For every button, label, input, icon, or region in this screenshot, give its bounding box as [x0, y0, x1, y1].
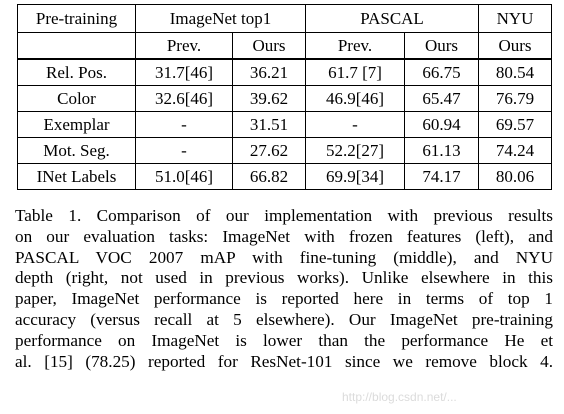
cell-imagenet-prev: 32.6[46] [135, 85, 233, 112]
cell-imagenet-prev: 51.0[46] [135, 163, 233, 190]
caption-line: on our evaluation tasks: ImageNet with f… [15, 226, 553, 246]
caption-line: accuracy (versus recall at 5 elsewhere).… [15, 309, 553, 329]
cell-pascal-prev: 46.9[46] [305, 85, 405, 112]
header-empty-cell [17, 32, 136, 60]
cell-pascal-ours: 66.75 [403, 58, 480, 86]
row-name: Mot. Seg. [17, 137, 136, 164]
caption-line: paper, ImageNet performance is reported … [15, 289, 553, 309]
cell-pascal-ours: 74.17 [403, 163, 480, 190]
row-name: Rel. Pos. [17, 58, 136, 86]
header-pascal-prev: Prev. [305, 32, 405, 60]
cell-imagenet-prev: - [135, 137, 233, 164]
row-name: INet Labels [17, 163, 136, 190]
row-name: Color [17, 85, 136, 112]
table-header-row-1: Pre-training ImageNet top1 PASCAL NYU [17, 4, 553, 33]
cell-nyu-ours: 76.79 [478, 85, 553, 112]
caption-line: Table 1. Comparison of our implementatio… [15, 206, 553, 225]
caption-line: depth (right, not used in previous works… [15, 268, 553, 288]
cell-imagenet-prev: - [135, 111, 233, 138]
table-caption: Table 1. Comparison of our implementatio… [15, 206, 553, 372]
header-imagenet: ImageNet top1 [135, 4, 306, 33]
cell-pascal-ours: 60.94 [403, 111, 480, 138]
table-row: Mot. Seg. - 27.62 52.2[27] 61.13 74.24 [17, 137, 553, 164]
header-nyu-ours: Ours [478, 32, 553, 60]
cell-pascal-prev: - [305, 111, 405, 138]
header-imagenet-ours: Ours [232, 32, 306, 60]
header-pascal-ours: Ours [403, 32, 480, 60]
cell-pascal-ours: 61.13 [403, 137, 480, 164]
row-name: Exemplar [17, 111, 136, 138]
cell-imagenet-ours: 66.82 [232, 163, 306, 190]
table-row: Exemplar - 31.51 - 60.94 69.57 [17, 111, 553, 138]
cell-pascal-prev: 61.7 [7] [305, 58, 405, 86]
caption-line: PASCAL VOC 2007 mAP with fine-tuning (mi… [15, 247, 553, 267]
header-pascal: PASCAL [304, 4, 480, 33]
table-header-row-2: Prev. Ours Prev. Ours Ours [17, 32, 553, 60]
results-table: Pre-training ImageNet top1 PASCAL NYU Pr… [17, 4, 553, 190]
header-imagenet-prev: Prev. [135, 32, 233, 60]
header-nyu: NYU [478, 4, 553, 33]
cell-imagenet-ours: 27.62 [232, 137, 306, 164]
cell-nyu-ours: 80.54 [478, 58, 553, 86]
cell-imagenet-ours: 36.21 [232, 58, 306, 86]
cell-pascal-prev: 52.2[27] [305, 137, 405, 164]
cell-imagenet-ours: 31.51 [232, 111, 306, 138]
cell-pascal-prev: 69.9[34] [305, 163, 405, 190]
caption-line: al. [15] (78.25) reported for ResNet-101… [15, 351, 553, 371]
table-row: Rel. Pos. 31.7[46] 36.21 61.7 [7] 66.75 … [17, 58, 553, 86]
cell-nyu-ours: 74.24 [478, 137, 553, 164]
watermark: http://blog.csdn.net/... [342, 390, 457, 404]
cell-imagenet-prev: 31.7[46] [135, 58, 233, 86]
cell-nyu-ours: 80.06 [478, 163, 553, 190]
header-pretraining: Pre-training [17, 4, 136, 33]
cell-pascal-ours: 65.47 [403, 85, 480, 112]
cell-imagenet-ours: 39.62 [232, 85, 306, 112]
cell-nyu-ours: 69.57 [478, 111, 553, 138]
caption-line: performance on ImageNet is lower than th… [15, 330, 553, 350]
results-table-container: Pre-training ImageNet top1 PASCAL NYU Pr… [17, 4, 553, 190]
table-row: Color 32.6[46] 39.62 46.9[46] 65.47 76.7… [17, 85, 553, 112]
table-row: INet Labels 51.0[46] 66.82 69.9[34] 74.1… [17, 163, 553, 190]
